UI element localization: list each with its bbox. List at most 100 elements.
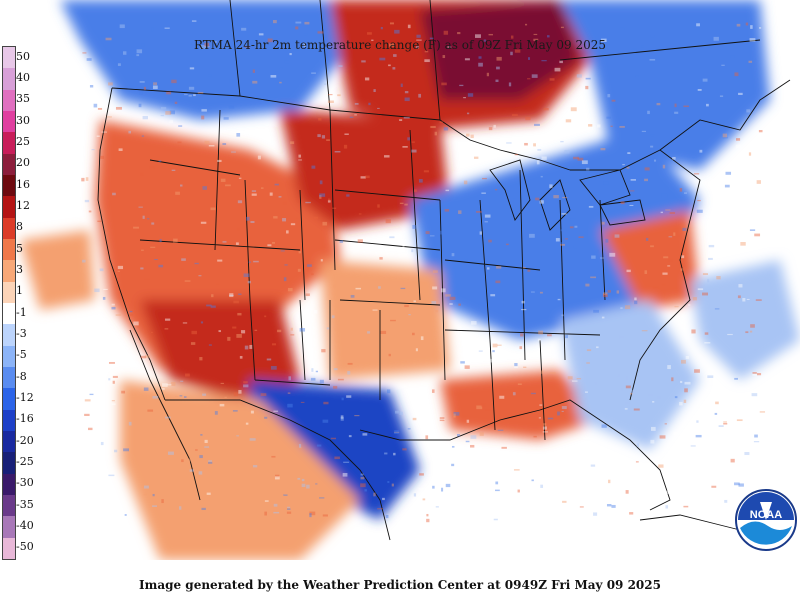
speckle bbox=[704, 342, 711, 344]
speckle bbox=[716, 276, 721, 280]
speckle bbox=[342, 472, 348, 477]
speckle bbox=[181, 258, 186, 261]
speckle bbox=[497, 429, 504, 431]
speckle bbox=[475, 34, 481, 38]
speckle bbox=[404, 97, 410, 102]
speckle bbox=[543, 107, 549, 111]
speckle bbox=[232, 326, 237, 329]
speckle bbox=[495, 481, 499, 485]
speckle bbox=[274, 183, 279, 186]
speckle bbox=[432, 270, 438, 273]
speckle bbox=[585, 77, 591, 80]
speckle bbox=[254, 329, 258, 331]
speckle bbox=[537, 338, 541, 342]
speckle bbox=[546, 136, 551, 139]
speckle bbox=[570, 107, 577, 112]
legend-label: 5 bbox=[16, 241, 23, 255]
speckle bbox=[521, 308, 527, 311]
speckle bbox=[460, 353, 464, 357]
speckle bbox=[533, 435, 537, 438]
speckle bbox=[287, 392, 291, 394]
speckle bbox=[744, 452, 750, 456]
speckle bbox=[745, 331, 749, 334]
speckle bbox=[391, 483, 394, 487]
speckle bbox=[644, 178, 648, 182]
speckle bbox=[554, 67, 561, 72]
field-southwest bbox=[140, 300, 300, 400]
legend-label: 12 bbox=[16, 199, 30, 212]
speckle bbox=[555, 238, 560, 242]
speckle bbox=[499, 395, 505, 399]
speckle bbox=[152, 395, 159, 399]
speckle bbox=[664, 423, 667, 425]
speckle bbox=[420, 336, 424, 341]
speckle bbox=[444, 506, 447, 509]
speckle bbox=[694, 369, 700, 373]
speckle bbox=[140, 355, 146, 359]
speckle bbox=[249, 344, 253, 349]
speckle bbox=[297, 477, 301, 480]
speckle bbox=[673, 431, 677, 436]
speckle bbox=[581, 160, 588, 165]
legend-label: 3 bbox=[16, 263, 23, 276]
speckle bbox=[669, 212, 676, 214]
speckle bbox=[112, 375, 118, 378]
speckle bbox=[425, 231, 430, 235]
speckle bbox=[298, 159, 302, 161]
speckle bbox=[707, 278, 710, 283]
speckle bbox=[317, 31, 324, 34]
speckle bbox=[549, 372, 556, 374]
speckle bbox=[322, 514, 328, 517]
speckle bbox=[691, 329, 696, 334]
speckle bbox=[220, 382, 224, 385]
speckle bbox=[100, 441, 104, 446]
speckle bbox=[476, 210, 482, 213]
speckle bbox=[430, 125, 436, 129]
speckle bbox=[528, 57, 531, 60]
speckle bbox=[354, 103, 359, 105]
speckle bbox=[282, 218, 287, 222]
speckle bbox=[165, 416, 171, 419]
speckle bbox=[161, 388, 165, 390]
speckle bbox=[273, 511, 280, 514]
speckle bbox=[606, 504, 612, 507]
speckle bbox=[403, 116, 410, 119]
speckle bbox=[656, 102, 661, 106]
speckle bbox=[578, 447, 584, 451]
speckle bbox=[115, 106, 122, 110]
speckle bbox=[361, 60, 366, 63]
speckle bbox=[413, 189, 417, 192]
speckle bbox=[278, 97, 282, 100]
speckle bbox=[299, 328, 306, 332]
speckle bbox=[197, 91, 204, 94]
speckle bbox=[679, 188, 683, 192]
speckle bbox=[201, 507, 206, 511]
speckle bbox=[512, 392, 516, 396]
legend-swatch bbox=[3, 431, 15, 453]
speckle bbox=[471, 321, 477, 325]
speckle bbox=[560, 26, 564, 29]
speckle bbox=[495, 79, 499, 82]
speckle bbox=[441, 288, 446, 293]
speckle bbox=[746, 109, 751, 113]
speckle bbox=[470, 435, 477, 439]
speckle bbox=[249, 438, 256, 441]
speckle bbox=[198, 471, 203, 475]
speckle bbox=[630, 179, 636, 181]
speckle bbox=[343, 461, 350, 463]
speckle bbox=[330, 437, 337, 440]
speckle bbox=[86, 58, 92, 61]
speckle bbox=[121, 390, 126, 394]
speckle bbox=[143, 387, 149, 391]
speckle bbox=[418, 487, 423, 491]
speckle bbox=[653, 159, 657, 162]
speckle bbox=[533, 33, 538, 36]
speckle bbox=[333, 385, 338, 389]
speckle bbox=[225, 184, 231, 187]
speckle bbox=[622, 164, 625, 166]
speckle bbox=[167, 451, 174, 455]
speckle bbox=[601, 221, 605, 225]
speckle bbox=[439, 417, 445, 422]
speckle bbox=[239, 355, 243, 359]
speckle bbox=[159, 238, 162, 243]
